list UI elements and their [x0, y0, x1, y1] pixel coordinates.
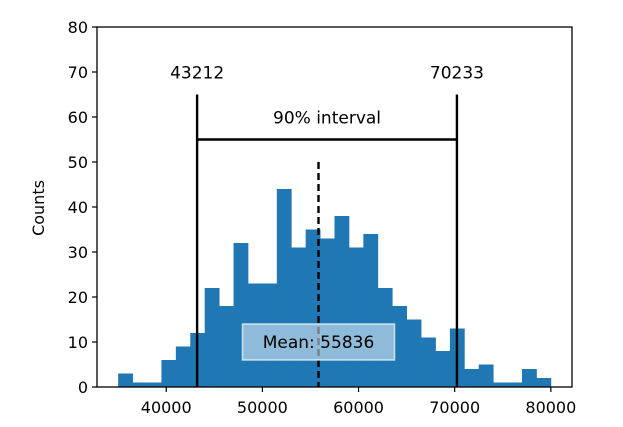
- histogram-bar: [118, 373, 133, 387]
- y-axis-ticks: 0 10 20 30 40 50 60 70 80: [68, 18, 97, 397]
- histogram-bar: [320, 238, 335, 387]
- histogram-bar: [363, 234, 379, 387]
- y-axis-label: Counts: [29, 180, 48, 236]
- histogram-bar: [348, 247, 364, 387]
- histogram-bar: [435, 351, 451, 387]
- y-tick-label: 30: [68, 243, 88, 262]
- y-tick-label: 0: [78, 378, 88, 397]
- histogram-bar: [291, 247, 307, 387]
- histogram-bar: [219, 306, 234, 387]
- y-tick-label: 40: [68, 198, 88, 217]
- annotation-lines: [195, 94, 459, 387]
- histogram-bar: [175, 346, 191, 387]
- histogram-bar: [421, 337, 436, 387]
- interval-low-label: 43212: [170, 64, 224, 84]
- mean-label: Mean: 55836: [263, 333, 375, 353]
- x-tick-label: 70000: [429, 398, 480, 417]
- interval-high-label: 70233: [430, 64, 484, 84]
- histogram-bar: [507, 382, 523, 387]
- histogram-bar: [161, 360, 177, 387]
- histogram-bar: [132, 382, 148, 387]
- x-tick-label: 50000: [237, 398, 288, 417]
- x-tick-label: 40000: [141, 398, 192, 417]
- y-tick-label: 80: [68, 18, 88, 37]
- x-tick-label: 80000: [525, 398, 576, 417]
- y-tick-label: 70: [68, 63, 88, 82]
- histogram-bar: [522, 369, 537, 387]
- x-tick-label: 60000: [333, 398, 384, 417]
- y-tick-label: 20: [68, 288, 88, 307]
- histogram-bar: [147, 382, 162, 387]
- mean-label-box: [241, 323, 396, 361]
- y-tick-label: 10: [68, 333, 88, 352]
- histogram-bar: [478, 364, 494, 387]
- histogram-bar: [406, 319, 422, 387]
- histogram-bar: [233, 243, 249, 387]
- histogram-bar: [334, 216, 350, 387]
- x-axis-ticks: 40000 50000 60000 70000 80000: [141, 387, 576, 417]
- y-tick-label: 50: [68, 153, 88, 172]
- histogram-bar: [493, 382, 508, 387]
- histogram-bar: [536, 378, 552, 387]
- histogram-bar: [464, 369, 480, 387]
- interval-title: 90% interval: [273, 109, 381, 129]
- y-tick-label: 60: [68, 108, 88, 127]
- histogram-bar: [392, 306, 408, 387]
- histogram-bar: [204, 288, 220, 387]
